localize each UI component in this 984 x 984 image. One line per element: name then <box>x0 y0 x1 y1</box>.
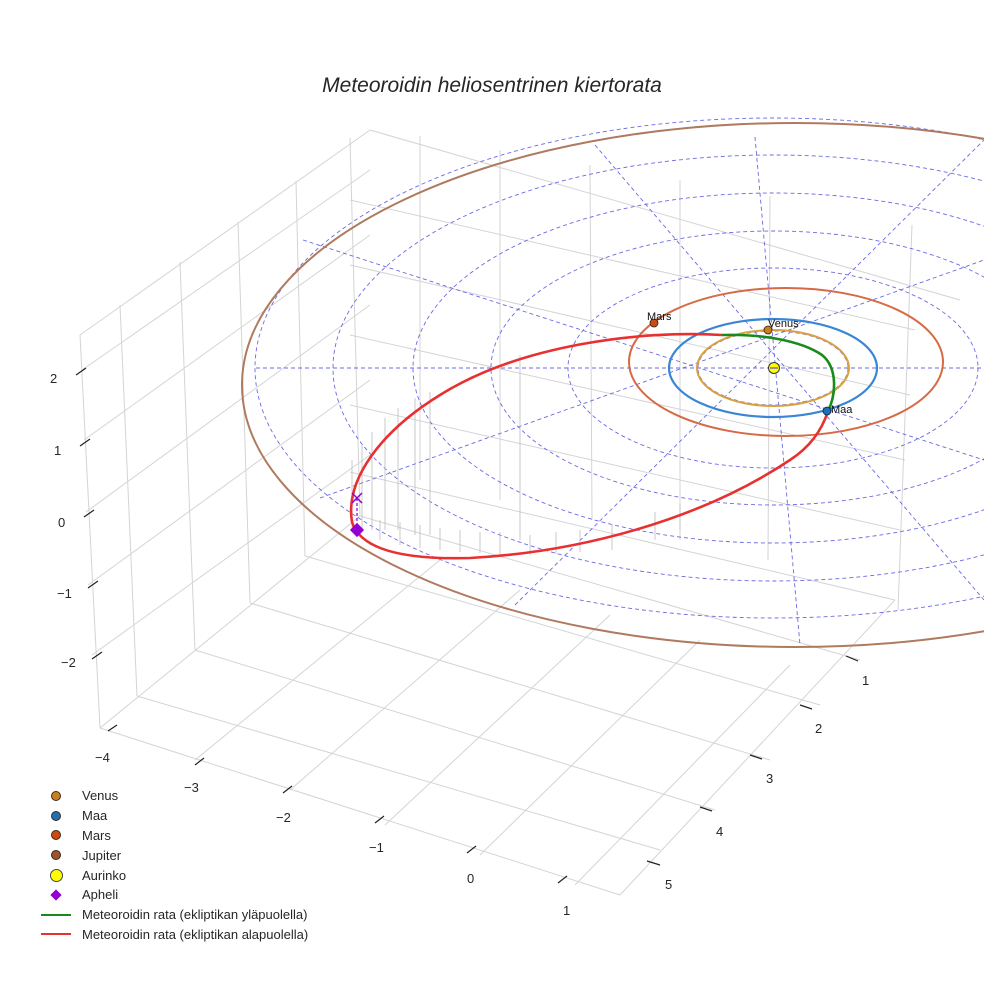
sun-dot-icon <box>49 868 63 882</box>
grid-left-wall <box>79 129 371 729</box>
aphelion-diamond-icon <box>50 889 62 901</box>
legend-label: Jupiter <box>82 847 122 863</box>
aphelion-projection-x-icon <box>351 492 363 504</box>
earth-orbit <box>667 317 879 419</box>
venus-orbit <box>696 329 850 407</box>
x-tick: −3 <box>184 780 199 795</box>
legend-item-orbit-above[interactable]: Meteoroidin rata (ekliptikan yläpuolella… <box>36 905 308 925</box>
red-line-icon <box>41 933 71 936</box>
y-tick: 1 <box>862 673 870 688</box>
x-tick: −1 <box>369 840 384 855</box>
legend-label: Venus <box>82 788 119 804</box>
z-tick: 2 <box>50 371 58 386</box>
earth-dot-icon <box>51 810 61 821</box>
legend: Venus Maa Mars Jupiter Aurinko Apheli Me… <box>36 786 308 944</box>
mars-dot-icon <box>51 830 61 841</box>
x-tick: −2 <box>276 810 291 825</box>
jupiter-dot-icon <box>51 850 61 861</box>
mars-label: Mars <box>647 311 672 323</box>
legend-label: Apheli <box>82 887 119 903</box>
green-line-icon <box>41 913 71 916</box>
venus-dot-icon <box>51 790 61 801</box>
legend-label: Mars <box>82 827 111 843</box>
x-tick: 0 <box>467 871 475 886</box>
legend-item-venus[interactable]: Venus <box>36 786 308 806</box>
z-tick: 0 <box>58 515 66 530</box>
venus-label: Venus <box>768 318 799 330</box>
aphelion-diamond-icon <box>349 522 365 538</box>
chart-title: Meteoroidin heliosentrinen kiertorata <box>322 74 662 97</box>
x-tick: −4 <box>95 750 110 765</box>
venus-point <box>763 325 773 335</box>
earth-point <box>822 406 832 416</box>
legend-label: Aurinko <box>82 867 127 883</box>
legend-label: Maa <box>82 808 108 824</box>
legend-label: Meteoroidin rata (ekliptikan alapuolella… <box>82 926 309 942</box>
legend-item-orbit-below[interactable]: Meteoroidin rata (ekliptikan alapuolella… <box>36 925 308 945</box>
y-tick: 4 <box>716 824 724 839</box>
z-tick: −1 <box>57 586 72 601</box>
z-tick: −2 <box>61 655 76 670</box>
z-tick: 1 <box>54 443 62 458</box>
mars-point <box>649 318 659 328</box>
mars-orbit <box>628 287 944 437</box>
ecliptic-grid <box>254 117 984 646</box>
legend-label: Meteoroidin rata (ekliptikan yläpuolella… <box>82 907 308 923</box>
meteoroid-orbit-above <box>721 333 836 412</box>
legend-item-maa[interactable]: Maa <box>36 806 308 826</box>
x-tick: 1 <box>563 903 571 918</box>
jupiter-orbit <box>241 122 984 648</box>
legend-item-jupiter[interactable]: Jupiter <box>36 845 308 865</box>
legend-item-mars[interactable]: Mars <box>36 826 308 846</box>
grid-floor <box>99 515 896 896</box>
legend-item-aurinko[interactable]: Aurinko <box>36 865 308 885</box>
projection-stems <box>351 355 681 555</box>
y-tick: 2 <box>815 721 823 736</box>
y-tick: 3 <box>766 771 774 786</box>
legend-item-apheli[interactable]: Apheli <box>36 885 308 905</box>
earth-label: Maa <box>831 404 853 416</box>
meteoroid-orbit-below <box>349 332 830 560</box>
tick-marks <box>75 367 859 884</box>
y-tick: 5 <box>665 877 673 892</box>
